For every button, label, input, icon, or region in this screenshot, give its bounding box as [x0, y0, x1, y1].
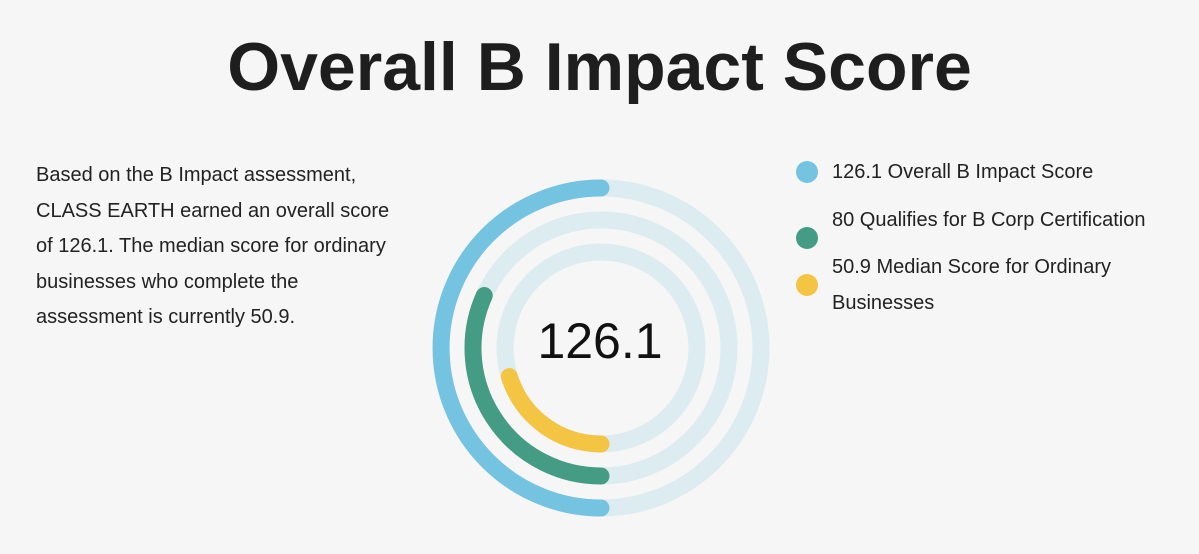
legend-label: 80 Qualifies for B Corp Certification [832, 208, 1146, 231]
legend-dot [796, 226, 818, 249]
score-description: Based on the B Impact assessment, CLASS … [36, 164, 390, 328]
legend-label: 126.1 Overall B Impact Score [832, 161, 1094, 183]
legend-item-overall: 126.1 Overall B Impact Score [796, 155, 1196, 191]
ring-arc-2 [500, 368, 610, 453]
ring-arc-0 [432, 179, 610, 517]
legend-item-median: 50.9 Median Score for Ordinary Businesse… [796, 250, 1196, 321]
legend-dot [796, 161, 818, 183]
legend-label: 50.9 Median Score for Ordinary Businesse… [832, 256, 1112, 314]
legend-item-qualifies: 80 Qualifies for B Corp Certification [796, 203, 1196, 249]
chart-legend: 126.1 Overall B Impact Score 80 Qualifie… [796, 155, 1196, 333]
page-title: Overall B Impact Score [227, 29, 972, 105]
ring-arc-1 [464, 287, 610, 485]
center-score-label: 126.1 [537, 313, 663, 369]
legend-dot [796, 274, 818, 296]
